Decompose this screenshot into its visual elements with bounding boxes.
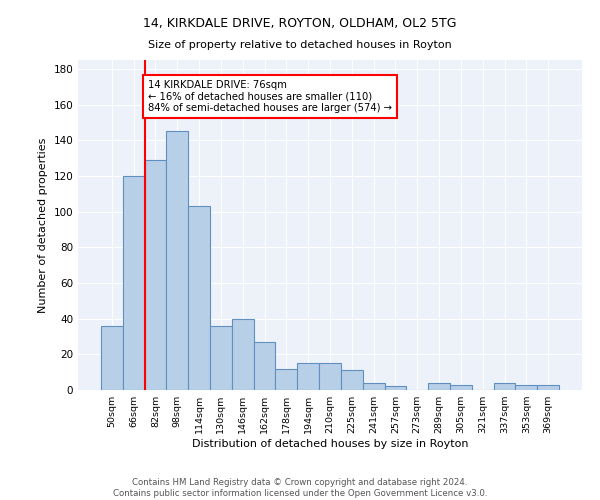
Bar: [145, 160, 166, 390]
Bar: [428, 383, 450, 390]
Y-axis label: Number of detached properties: Number of detached properties: [38, 138, 48, 312]
Bar: [101, 326, 123, 390]
Bar: [319, 363, 341, 390]
Bar: [537, 384, 559, 390]
Bar: [450, 384, 472, 390]
Text: 14 KIRKDALE DRIVE: 76sqm
← 16% of detached houses are smaller (110)
84% of semi-: 14 KIRKDALE DRIVE: 76sqm ← 16% of detach…: [148, 80, 392, 113]
Bar: [210, 326, 232, 390]
Text: Contains HM Land Registry data © Crown copyright and database right 2024.
Contai: Contains HM Land Registry data © Crown c…: [113, 478, 487, 498]
Bar: [188, 206, 210, 390]
Bar: [123, 176, 145, 390]
Text: 14, KIRKDALE DRIVE, ROYTON, OLDHAM, OL2 5TG: 14, KIRKDALE DRIVE, ROYTON, OLDHAM, OL2 …: [143, 17, 457, 30]
Bar: [297, 363, 319, 390]
Bar: [166, 132, 188, 390]
Bar: [232, 318, 254, 390]
Text: Size of property relative to detached houses in Royton: Size of property relative to detached ho…: [148, 40, 452, 50]
Bar: [515, 384, 537, 390]
Bar: [494, 383, 515, 390]
Bar: [385, 386, 406, 390]
Bar: [275, 368, 297, 390]
Bar: [341, 370, 363, 390]
Bar: [254, 342, 275, 390]
Bar: [363, 383, 385, 390]
X-axis label: Distribution of detached houses by size in Royton: Distribution of detached houses by size …: [192, 439, 468, 449]
